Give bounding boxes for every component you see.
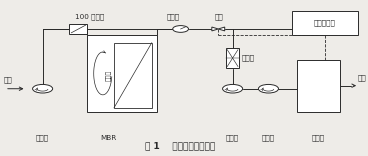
Circle shape	[173, 26, 188, 32]
Text: 膜组件: 膜组件	[106, 70, 112, 81]
Bar	[88, 35, 158, 112]
Text: 100 目筛网: 100 目筛网	[75, 14, 104, 20]
Text: 图 1    膜生物反应器流程: 图 1 膜生物反应器流程	[145, 141, 216, 150]
Text: 净水池: 净水池	[312, 135, 325, 141]
Polygon shape	[218, 27, 225, 31]
Text: 进水泵: 进水泵	[36, 135, 49, 141]
Bar	[70, 24, 88, 34]
Bar	[292, 11, 358, 35]
Text: 蠕动泵: 蠕动泵	[262, 135, 275, 141]
Circle shape	[33, 84, 53, 93]
Text: 压缩机: 压缩机	[226, 135, 239, 141]
Text: 时间控制器: 时间控制器	[314, 20, 336, 26]
Bar	[226, 48, 240, 68]
Text: 流量计: 流量计	[241, 55, 255, 61]
Polygon shape	[212, 27, 218, 31]
Bar	[297, 60, 340, 112]
Circle shape	[258, 84, 279, 93]
Text: 出水: 出水	[357, 74, 366, 81]
Text: 阀门: 阀门	[215, 14, 223, 20]
Circle shape	[223, 84, 243, 93]
Text: 进水: 进水	[3, 76, 12, 83]
Text: 压力表: 压力表	[166, 14, 180, 20]
Text: MBR: MBR	[100, 135, 116, 141]
Bar	[114, 43, 152, 108]
